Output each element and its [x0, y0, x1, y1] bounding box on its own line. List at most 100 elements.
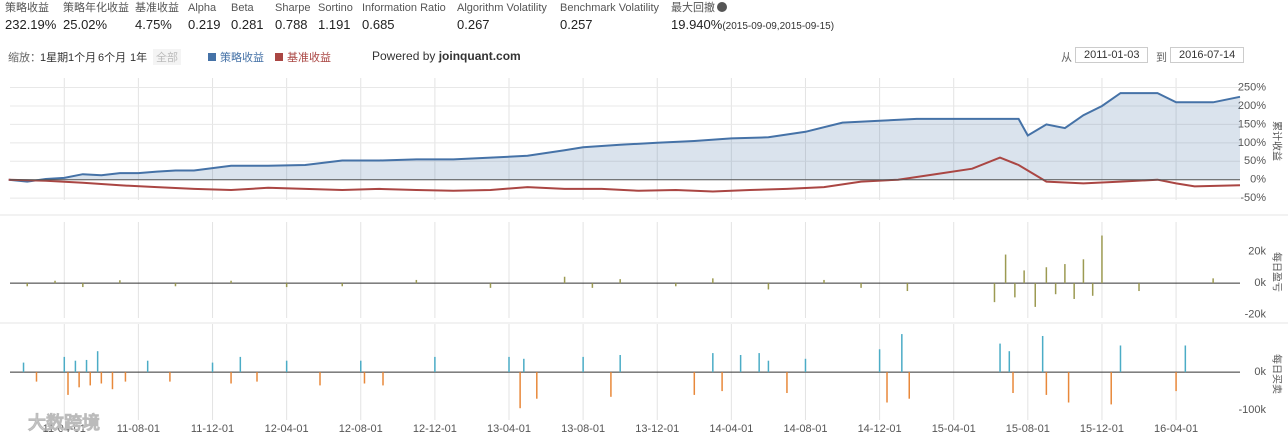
bar	[434, 356, 436, 373]
metric: 策略收益 232.19%	[5, 1, 56, 34]
metric-label: Algorithm Volatility	[457, 1, 547, 16]
legend-label: 基准收益	[287, 52, 331, 64]
y-tick-label: 0%	[1250, 174, 1266, 186]
x-tick-label: 12-12-01	[413, 423, 457, 435]
bar	[82, 283, 84, 288]
bar	[85, 359, 88, 373]
zoom-button[interactable]: 1年	[130, 52, 148, 64]
bar	[739, 354, 742, 373]
x-tick-label: 14-08-01	[783, 423, 827, 435]
bar	[1212, 278, 1214, 284]
bar	[1034, 283, 1036, 307]
zoom-button[interactable]: 6个月	[98, 52, 127, 64]
bar	[489, 283, 492, 288]
bar	[536, 372, 538, 399]
bar	[341, 283, 343, 287]
y-tick-label: -50%	[1240, 192, 1266, 204]
metric-value: 0.281	[231, 16, 264, 34]
bar	[908, 372, 910, 399]
metric-label-text: Algorithm Volatility	[457, 2, 547, 14]
metric-label-text: 基准收益	[135, 2, 179, 14]
bar	[1138, 283, 1140, 292]
bar	[675, 283, 677, 287]
metric-note: (2015-09-09,2015-09-15)	[722, 21, 835, 32]
bar	[96, 351, 99, 373]
powered-by: Powered by joinquant.com	[372, 49, 521, 63]
bar	[1175, 372, 1177, 392]
metric-label-text: Information Ratio	[362, 2, 446, 14]
bar	[804, 358, 807, 373]
x-tick-label: 14-12-01	[858, 423, 902, 435]
bar	[63, 356, 66, 373]
zoom-button[interactable]: 1星期	[40, 52, 69, 64]
bar	[563, 276, 566, 284]
to-date[interactable]: 2016-07-14	[1170, 47, 1245, 63]
bar	[124, 372, 127, 382]
bar	[22, 362, 25, 373]
bar	[363, 372, 366, 384]
metric-value-text: 0.267	[457, 17, 490, 32]
x-tick-label: 12-08-01	[339, 423, 383, 435]
bar	[1064, 264, 1066, 284]
bar	[619, 279, 621, 284]
bar	[239, 356, 242, 373]
metric-value-text: 0.685	[362, 17, 395, 32]
metric-label-text: Beta	[231, 2, 254, 14]
bar	[415, 279, 418, 284]
x-tick-label: 14-04-01	[709, 423, 753, 435]
bar	[89, 372, 91, 386]
zoom-button[interactable]: 全部	[153, 49, 181, 65]
bar	[582, 356, 584, 373]
x-tick-label: 11-12-01	[191, 423, 234, 435]
legend-item[interactable]: 基准收益	[275, 49, 331, 65]
metric-label: Information Ratio	[362, 1, 446, 16]
metric: Information Ratio 0.685	[362, 1, 446, 34]
bar	[721, 372, 723, 392]
bar	[993, 283, 996, 303]
bar	[508, 356, 510, 373]
line	[8, 92, 1241, 183]
metric-label-text: Benchmark Volatility	[560, 2, 660, 14]
metric-label: Beta	[231, 1, 264, 16]
bar	[1101, 235, 1103, 284]
metric: Sortino 1.191	[318, 1, 353, 34]
bar	[35, 372, 38, 382]
metric-label-text: Sharpe	[275, 2, 311, 14]
metric: Benchmark Volatility 0.257	[560, 1, 659, 34]
bar	[285, 283, 288, 288]
metric-label-text: Alpha	[188, 2, 217, 14]
bar	[211, 362, 214, 373]
metric-label: Alpha	[188, 1, 221, 16]
x-tick-label: 15-08-01	[1006, 423, 1050, 435]
x-tick-label: 15-12-01	[1080, 423, 1124, 435]
bar	[767, 360, 770, 373]
x-tick-label: 12-04-01	[265, 423, 309, 435]
zoom-button[interactable]: 1个月	[68, 52, 97, 64]
metric-value: 0.219	[188, 16, 221, 34]
bar	[1054, 283, 1057, 295]
y-tick-label: 150%	[1238, 118, 1266, 130]
metric-label: Sortino	[318, 1, 353, 16]
legend-item[interactable]: 策略收益	[208, 49, 264, 65]
metric-label: 基准收益	[135, 1, 179, 16]
metric-value-text: 0.281	[231, 17, 264, 32]
metric-value-text: 0.788	[275, 17, 308, 32]
bar	[1119, 345, 1122, 373]
bar	[523, 358, 525, 373]
bar	[1023, 270, 1025, 284]
powered-site[interactable]: joinquant.com	[438, 49, 521, 63]
y-tick-label: -100k	[1238, 404, 1266, 416]
x-tick-label: 11-04-01	[43, 423, 86, 435]
bar	[1110, 372, 1112, 405]
y-tick-label: -20k	[1245, 309, 1267, 321]
metric: 策略年化收益 25.02%	[63, 1, 129, 34]
axis-title: 每日盈亏	[1270, 252, 1283, 292]
to-label: 到	[1156, 52, 1167, 64]
bar	[823, 279, 825, 284]
metric-label: 最大回撤	[671, 1, 834, 16]
from-date[interactable]: 2011-01-03	[1075, 47, 1149, 63]
y-tick-label: 200%	[1238, 100, 1266, 112]
bar	[878, 349, 881, 373]
x-tick-label: 13-04-01	[487, 423, 531, 435]
bar	[901, 334, 903, 373]
